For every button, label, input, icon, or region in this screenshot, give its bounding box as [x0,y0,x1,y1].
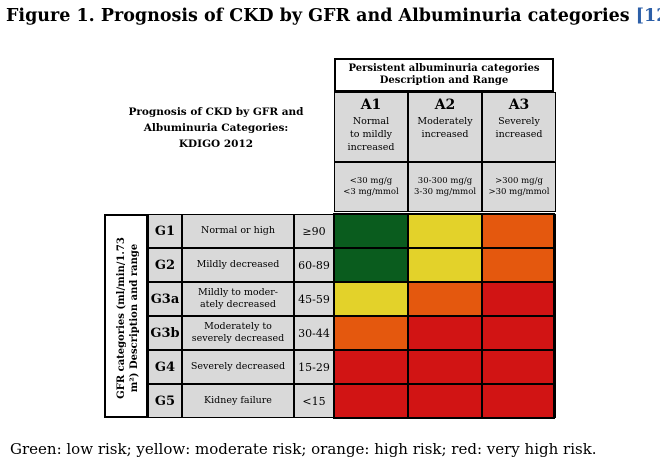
gfr-description-g5: Kidney failure [182,384,294,418]
risk-cell-g1-a2 [408,214,482,248]
gfr-range-g4: 15-29 [294,350,334,384]
reference-link[interactable]: [12] [635,6,660,26]
gfr-range-g3b: 30-44 [294,316,334,350]
figure-title-text: Figure 1. Prognosis of CKD by GFR and Al… [6,6,630,26]
gfr-code-g5: G5 [148,384,182,418]
gfr-description-line: Moderately to [204,321,272,332]
risk-cell-g5-a3 [482,384,556,418]
albuminuria-range-line: <30 mg/g [349,176,393,186]
risk-cell-g4-a3 [482,350,556,384]
gfr-range-g3a: 45-59 [294,282,334,316]
risk-cell-g3b-a1 [334,316,408,350]
albuminuria-description-line: increased [347,142,395,153]
gfr-range-g1: ≥90 [294,214,334,248]
gfr-description-g3a: Mildly to moder-ately decreased [182,282,294,316]
albuminuria-range-a1: <30 mg/g <3 mg/mmol [334,162,408,212]
risk-cell-g3a-a1 [334,282,408,316]
albuminuria-description: Normal to mildly increased [348,115,395,154]
risk-cell-g3a-a3 [482,282,556,316]
albuminuria-description-line: Moderately [417,116,473,127]
albuminuria-range-a3: >300 mg/g >30 mg/mmol [482,162,556,212]
gfr-description-text: Normal or high [201,225,275,237]
gfr-description-g3b: Moderately to severely decreased [182,316,294,350]
gfr-description-text: Severely decreased [191,361,285,373]
gfr-code-g2: G2 [148,248,182,282]
risk-cell-g4-a1 [334,350,408,384]
risk-cell-g3a-a2 [408,282,482,316]
risk-cell-g4-a2 [408,350,482,384]
risk-cell-g3b-a2 [408,316,482,350]
gfr-description-g2: Mildly decreased [182,248,294,282]
albuminuria-header-line-1: Persistent albuminuria categories [348,63,540,74]
gfr-side-label-text: GFR categories (ml/min/1.73 m²) Descript… [115,218,141,418]
gfr-description-text: Mildly to moder-ately decreased [198,287,278,311]
albuminuria-range-text: <30 mg/g <3 mg/mmol [343,176,399,198]
gfr-description-g1: Normal or high [182,214,294,248]
gfr-description-line: Kidney failure [204,395,272,406]
albuminuria-description-line: Normal [352,116,390,127]
gfr-range-g2: 60-89 [294,248,334,282]
albuminuria-range-line: 3-30 mg/mmol [413,187,477,197]
albuminuria-range-a2: 30-300 mg/g 3-30 mg/mmol [408,162,482,212]
gfr-code-g1: G1 [148,214,182,248]
albuminuria-category-a3: A3 Severely increased [482,92,556,162]
risk-cell-g2-a2 [408,248,482,282]
albuminuria-header-line-2: Description and Range [379,75,509,86]
albuminuria-range-text: 30-300 mg/g 3-30 mg/mmol [414,176,476,198]
albuminuria-code: A3 [508,97,530,113]
albuminuria-description-line: to mildly [349,129,393,140]
gfr-description-line: Mildly decreased [196,259,280,270]
gfr-description-text: Mildly decreased [197,259,280,271]
prognosis-heading: Prognosis of CKD by GFR and Albuminuria … [110,104,322,152]
gfr-description-text: Moderately to severely decreased [192,321,285,345]
figure-title: Figure 1. Prognosis of CKD by GFR and Al… [6,6,660,26]
gfr-description-line: Mildly to moder- [197,287,279,298]
albuminuria-category-a2: A2 Moderately increased [408,92,482,162]
gfr-side-label-line-2: m²) Description and range [129,243,140,393]
gfr-description-line: severely decreased [191,333,285,344]
albuminuria-range-line: >30 mg/mmol [488,187,550,197]
gfr-code-g4: G4 [148,350,182,384]
gfr-description-line: ately decreased [200,299,276,310]
albuminuria-range-line: 30-300 mg/g [417,176,473,186]
risk-cell-g2-a1 [334,248,408,282]
prognosis-heading-line-2: Albuminuria Categories: [143,122,289,134]
prognosis-heading-line-1: Prognosis of CKD by GFR and [128,106,304,118]
albuminuria-code: A2 [434,97,456,113]
albuminuria-range-text: >300 mg/g >30 mg/mmol [489,176,550,198]
risk-cell-g2-a3 [482,248,556,282]
risk-cell-g1-a3 [482,214,556,248]
risk-cell-g3b-a3 [482,316,556,350]
albuminuria-description-line: Severely [498,116,540,127]
albuminuria-description-line: increased [495,129,543,140]
gfr-description-text: Kidney failure [204,395,272,407]
albuminuria-range-line: >300 mg/g [495,176,543,186]
albuminuria-description: Moderately increased [417,115,472,141]
gfr-code-g3a: G3a [148,282,182,316]
albuminuria-description-line: increased [421,129,469,140]
gfr-range-g5: <15 [294,384,334,418]
albuminuria-header: Persistent albuminuria categories Descri… [334,58,554,92]
risk-cell-g5-a1 [334,384,408,418]
gfr-description-line: Normal or high [201,225,275,236]
albuminuria-code: A1 [360,97,382,113]
figure-caption: Green: low risk; yellow: moderate risk; … [10,440,597,458]
gfr-code-g3b: G3b [148,316,182,350]
gfr-side-label-line-1: GFR categories (ml/min/1.73 [116,237,127,399]
gfr-side-label: GFR categories (ml/min/1.73 m²) Descript… [104,214,148,418]
albuminuria-category-a1: A1 Normal to mildly increased [334,92,408,162]
prognosis-heading-line-3: KDIGO 2012 [178,138,254,150]
risk-cell-g5-a2 [408,384,482,418]
risk-cell-g1-a1 [334,214,408,248]
gfr-description-g4: Severely decreased [182,350,294,384]
albuminuria-range-line: <3 mg/mmol [343,187,399,197]
albuminuria-description: Severely increased [496,115,543,141]
gfr-description-line: Severely decreased [190,361,286,372]
